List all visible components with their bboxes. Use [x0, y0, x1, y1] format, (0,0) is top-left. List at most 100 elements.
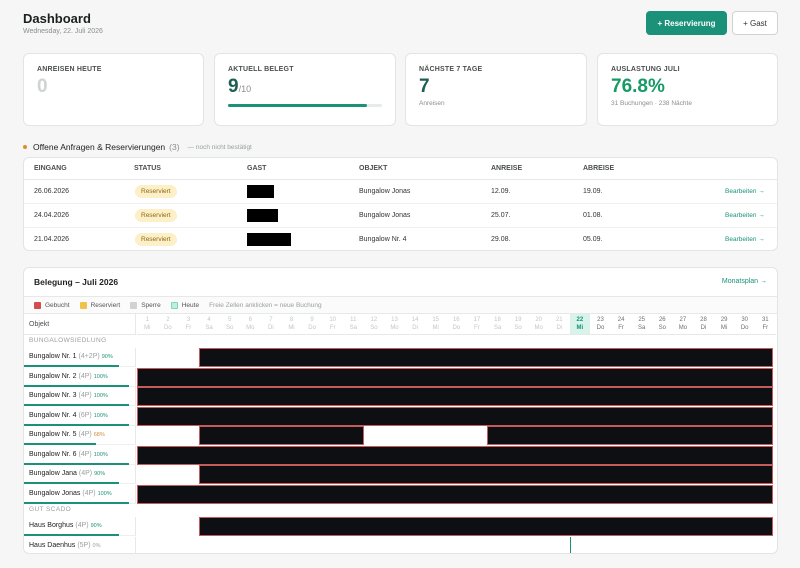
booking-block[interactable] — [198, 426, 364, 445]
table-row[interactable]: 24.04.2026 Reserviert Bungalow Jonas 25.… — [24, 204, 777, 228]
object-name: Haus Daenhus — [29, 541, 76, 549]
day-header: 30 Do — [734, 314, 755, 335]
cell-anreise: 29.08. — [491, 236, 511, 243]
object-row[interactable]: Bungalow Jana (4P) 90% — [24, 465, 136, 484]
booking-block[interactable] — [137, 387, 773, 406]
edit-link[interactable]: Bearbeiten → — [725, 236, 765, 243]
weekday: Mi — [432, 325, 439, 331]
object-capacity: (4P) — [75, 522, 89, 529]
weekday: Fr — [762, 325, 769, 331]
object-column-header: Objekt — [24, 314, 136, 335]
table-row[interactable]: 26.06.2026 Reserviert Bungalow Jonas 12.… — [24, 180, 777, 204]
new-guest-button[interactable]: + Gast — [732, 11, 778, 35]
cell-objekt: Bungalow Jonas — [359, 188, 411, 195]
object-occupancy-bar — [24, 404, 130, 406]
object-row[interactable]: Haus Daenhus (5P) 0% — [24, 536, 136, 553]
day-number: 9 — [310, 317, 314, 323]
calendar-title: Belegung – Juli 2026 — [34, 277, 119, 287]
booking-block[interactable] — [198, 517, 773, 536]
day-number: 17 — [473, 317, 481, 323]
requests-table: EINGANG STATUS GAST OBJEKT ANREISE ABREI… — [23, 157, 778, 251]
weekday: Do — [308, 325, 316, 331]
object-row[interactable]: Bungalow Nr. 2 (4P) 100% — [24, 367, 136, 387]
table-row[interactable]: 21.04.2026 Reserviert Bungalow Nr. 4 29.… — [24, 228, 777, 250]
day-header: 20 Mo — [528, 314, 549, 335]
day-header: 13 Mo — [384, 314, 405, 335]
legend-today: Heute — [170, 301, 199, 309]
kpi-label: AUSLASTUNG JULI — [611, 66, 680, 73]
edit-link[interactable]: Bearbeiten → — [725, 188, 765, 195]
booking-block[interactable] — [137, 445, 773, 465]
day-header: 29 Mi — [713, 314, 735, 335]
booking-block[interactable] — [137, 367, 773, 387]
object-capacity: (5P) — [77, 541, 91, 549]
weekday: Mo — [534, 325, 543, 331]
booking-block[interactable] — [137, 484, 773, 504]
object-row[interactable]: Bungalow Nr. 4 (6P) 100% — [24, 406, 136, 426]
cell-abreise: 19.09. — [583, 188, 603, 195]
weekday: Mo — [390, 325, 399, 331]
booking-block[interactable] — [198, 348, 773, 367]
object-row[interactable]: Bungalow Nr. 6 (4P) 100% — [24, 445, 136, 465]
day-header: 10 Fr — [322, 314, 343, 335]
object-name: Bungalow Nr. 3 — [29, 392, 77, 399]
day-header: 16 Do — [446, 314, 467, 335]
object-row[interactable]: Bungalow Nr. 5 (4P) 68% — [24, 426, 136, 445]
day-header: 3 Fr — [178, 314, 199, 335]
cell-objekt: Bungalow Jonas — [359, 212, 411, 219]
day-number: 7 — [269, 317, 273, 323]
status-dot-icon — [23, 145, 27, 149]
object-occupancy-bar — [24, 462, 130, 465]
kpi-value: 0 — [37, 76, 48, 97]
day-header: 6 Mo — [240, 314, 261, 335]
status-badge: Reserviert — [135, 233, 177, 246]
kpi-label: NÄCHSTE 7 TAGE — [419, 66, 483, 73]
legend-reserved: Reserviert — [79, 301, 120, 309]
day-header: 31 Fr — [755, 314, 776, 335]
booking-block[interactable] — [487, 426, 773, 445]
day-number: 29 — [720, 317, 728, 323]
weekday: So — [370, 325, 378, 331]
cell-abreise: 05.09. — [583, 236, 603, 243]
object-capacity: (4P) — [78, 450, 92, 458]
object-occupancy: 90% — [90, 523, 102, 529]
object-row[interactable]: Bungalow Jonas (4P) 100% — [24, 484, 136, 504]
edit-link[interactable]: Bearbeiten → — [725, 212, 765, 219]
weekday: Do — [164, 325, 172, 331]
column-header: OBJEKT — [359, 165, 388, 172]
guest-name-redacted — [247, 233, 291, 246]
object-row[interactable]: Bungalow Nr. 3 (4P) 100% — [24, 387, 136, 406]
object-row[interactable]: Haus Borghus (4P) 90% — [24, 517, 136, 536]
booking-block[interactable] — [198, 465, 773, 484]
object-occupancy: 90% — [101, 354, 113, 360]
new-reservation-button[interactable]: + Reservierung — [646, 11, 727, 35]
day-header: 5 So — [219, 314, 240, 335]
cell-anreise: 12.09. — [491, 188, 511, 195]
booked-swatch-icon — [34, 301, 41, 309]
day-header: 27 Mo — [672, 314, 694, 335]
weekday: So — [514, 325, 522, 331]
today-marker — [569, 536, 571, 553]
day-number: 26 — [658, 317, 666, 323]
weekday: Do — [596, 325, 605, 331]
day-number: 23 — [597, 317, 604, 323]
kpi-label: AKTUELL BELEGT — [228, 66, 294, 73]
requests-title: Offene Anfragen & Reservierungen — [33, 142, 166, 152]
day-number: 3 — [186, 317, 191, 323]
day-header: 15 Mi — [425, 314, 446, 335]
kpi-arrivals-today: ANREISEN HEUTE 0 — [23, 53, 204, 126]
object-occupancy-bar — [24, 423, 130, 426]
object-occupancy-bar — [24, 365, 119, 367]
kpi-utilization-july: AUSLASTUNG JULI 76.8% 31 Buchungen · 238… — [597, 53, 778, 126]
object-occupancy: 100% — [93, 393, 108, 399]
month-plan-link[interactable]: Monatsplan → — [721, 278, 767, 285]
day-header: 4 Sa — [198, 314, 220, 335]
object-name: Bungalow Nr. 2 — [29, 372, 77, 380]
day-header: 7 Di — [260, 314, 282, 335]
day-number: 27 — [679, 317, 687, 323]
day-number: 16 — [452, 317, 460, 323]
object-row[interactable]: Bungalow Nr. 1 (4+2P) 90% — [24, 348, 136, 367]
column-header: ABREISE — [583, 165, 615, 172]
booking-block[interactable] — [137, 406, 773, 426]
object-name: Bungalow Nr. 5 — [29, 431, 77, 438]
